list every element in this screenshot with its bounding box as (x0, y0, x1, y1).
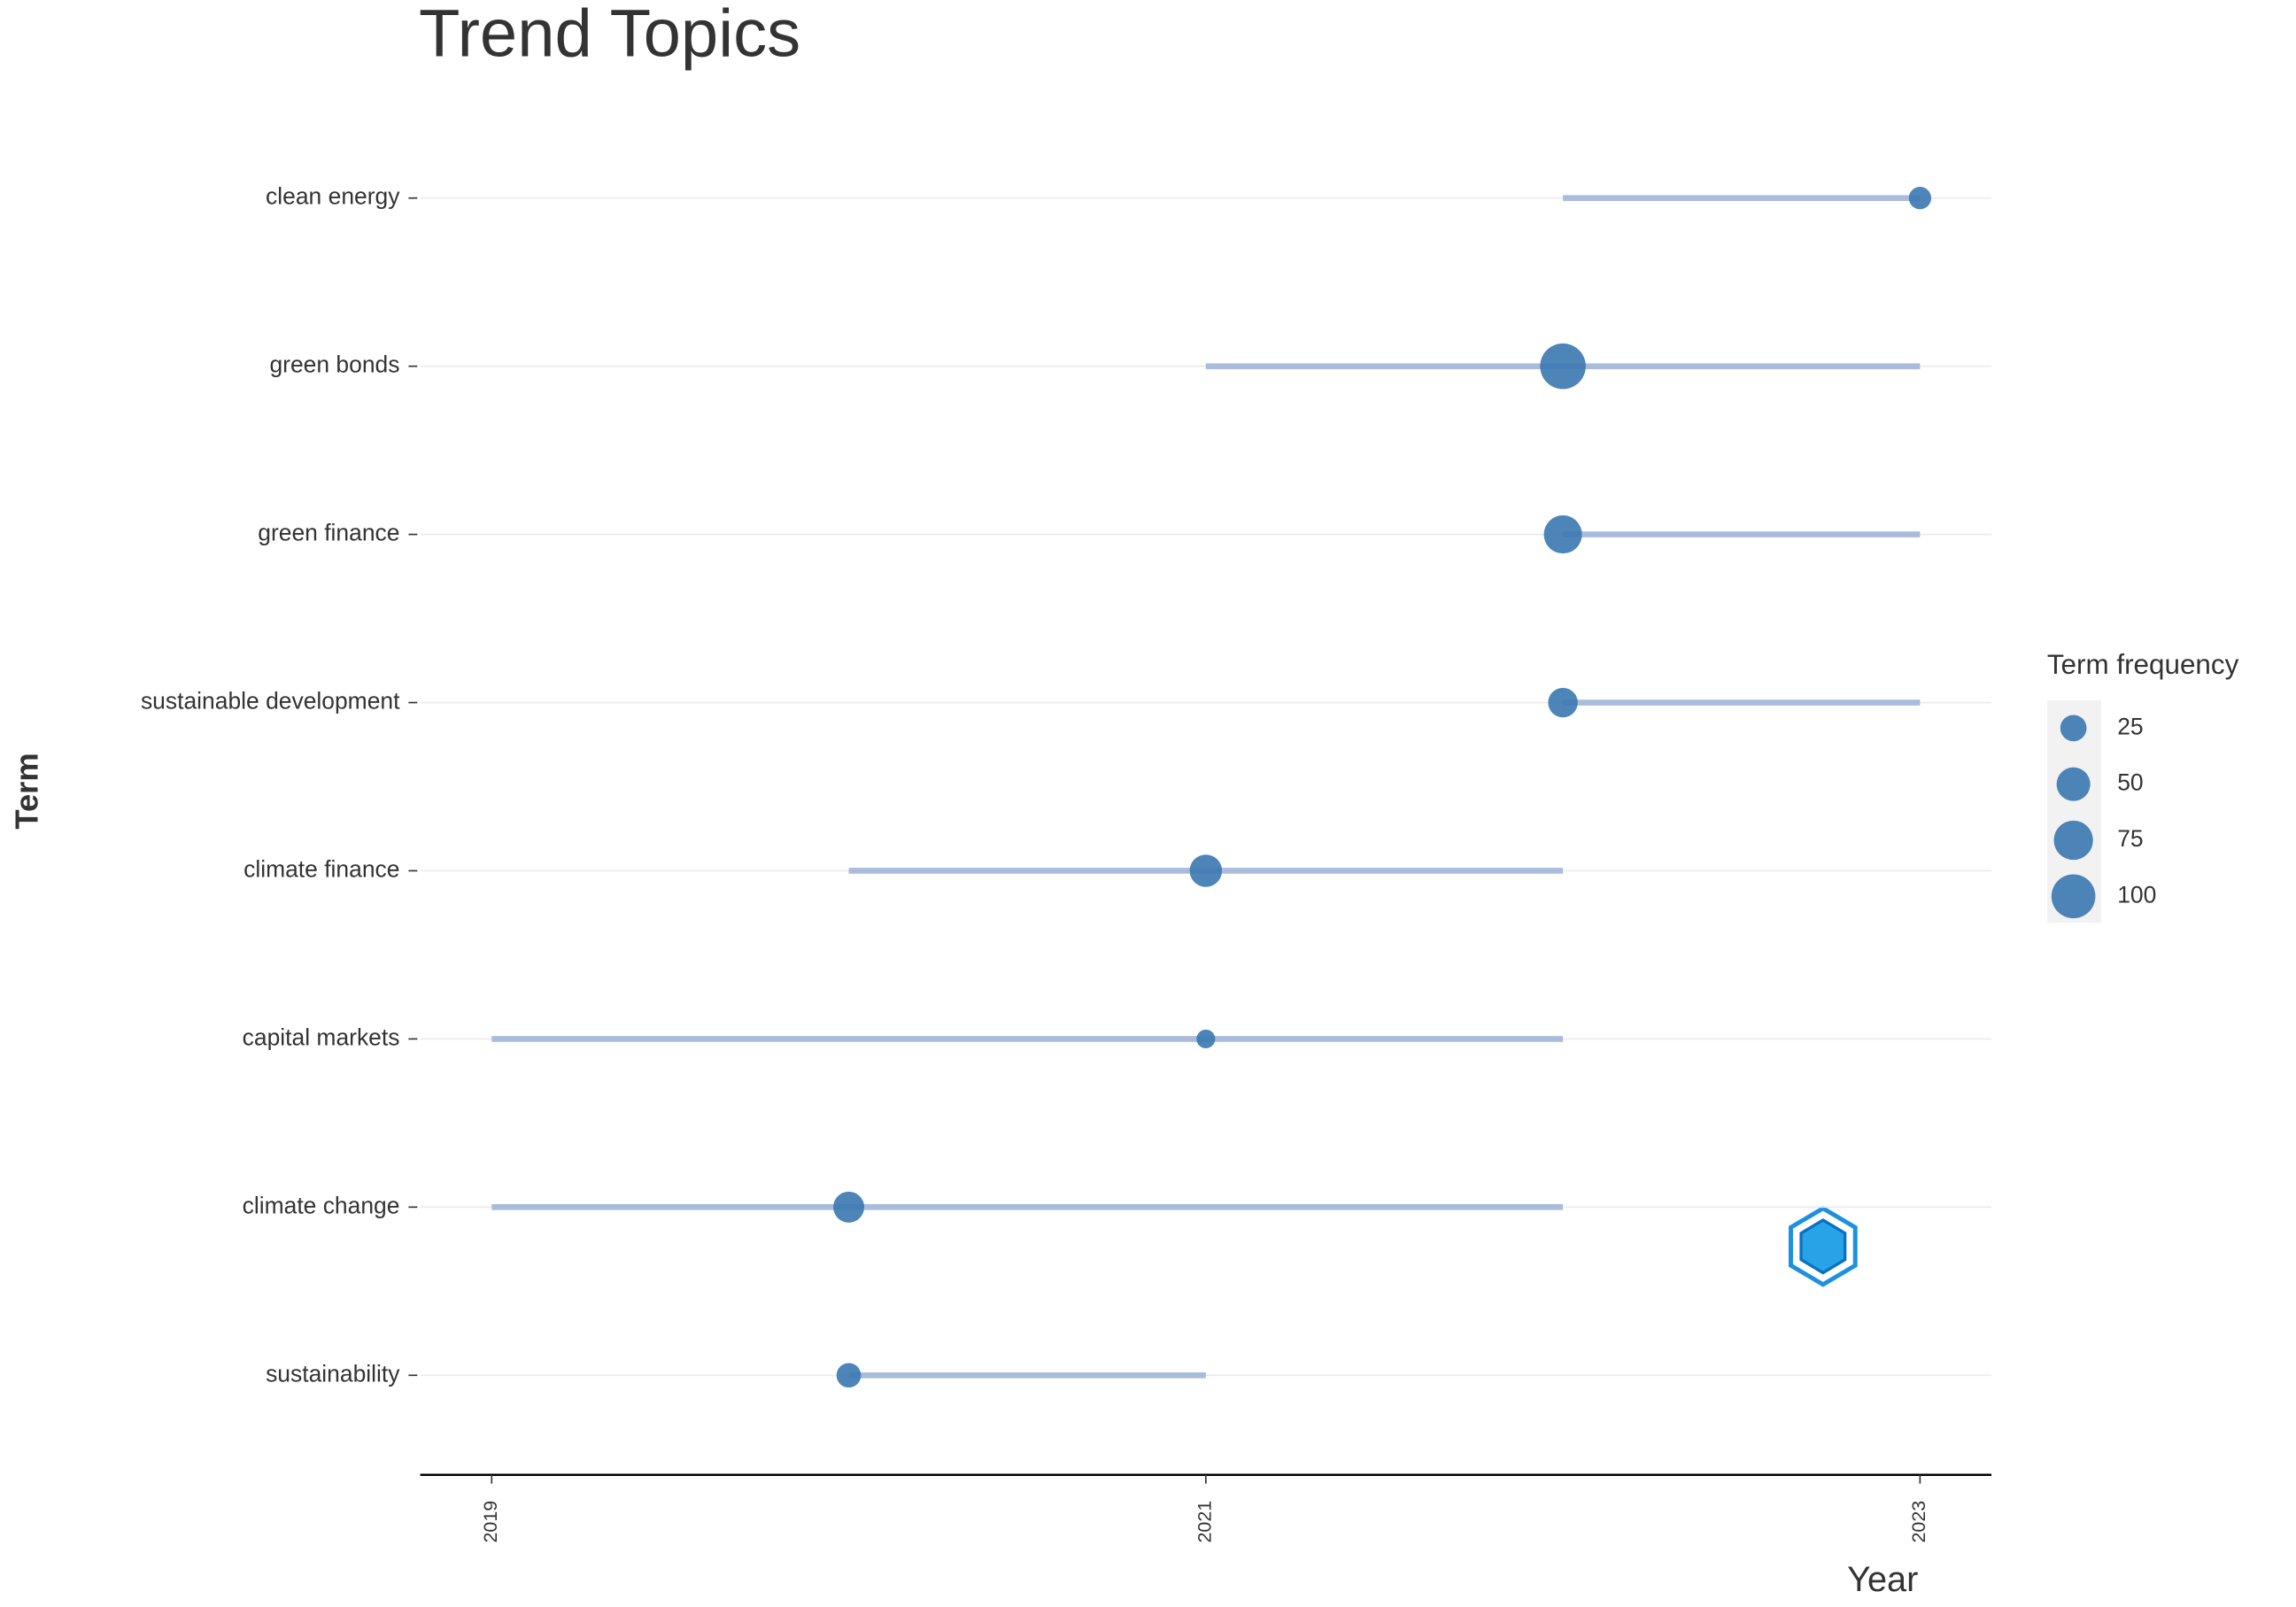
x-tick-label: 2019 (480, 1501, 501, 1543)
y-tick-label: sustainable development (141, 688, 400, 715)
legend-label: 50 (2117, 769, 2143, 796)
legend-key (2060, 715, 2087, 742)
legend-key (2051, 874, 2096, 919)
watermark-icon (1788, 1205, 1858, 1287)
y-tick-label: clean energy (266, 183, 400, 210)
legend-label: 100 (2117, 881, 2156, 908)
point (1189, 854, 1223, 887)
y-tick-label: capital markets (243, 1024, 400, 1050)
y-tick-label: sustainability (266, 1360, 400, 1387)
point (1548, 687, 1578, 718)
x-tick-label: 2023 (1908, 1501, 1929, 1543)
legend-label: 75 (2117, 825, 2143, 852)
x-axis-label: Year (1847, 1560, 1918, 1599)
x-tick-label: 2021 (1194, 1501, 1215, 1543)
legend-key (2056, 767, 2091, 801)
point (1908, 187, 1932, 210)
legend-title: Term frequency (2047, 649, 2239, 680)
y-tick-label: climate finance (244, 855, 399, 882)
point (836, 1363, 862, 1388)
y-tick-label: green bonds (269, 352, 399, 378)
chart-title: Trend Topics (419, 0, 800, 72)
y-tick-label: climate change (243, 1192, 400, 1218)
point (833, 1191, 865, 1223)
y-tick-label: green finance (258, 520, 399, 546)
legend-label: 25 (2117, 713, 2143, 739)
point (1196, 1029, 1216, 1048)
point (1540, 343, 1586, 390)
y-axis-label: Term (9, 753, 45, 829)
point (1543, 515, 1582, 554)
legend-key (2053, 820, 2093, 861)
